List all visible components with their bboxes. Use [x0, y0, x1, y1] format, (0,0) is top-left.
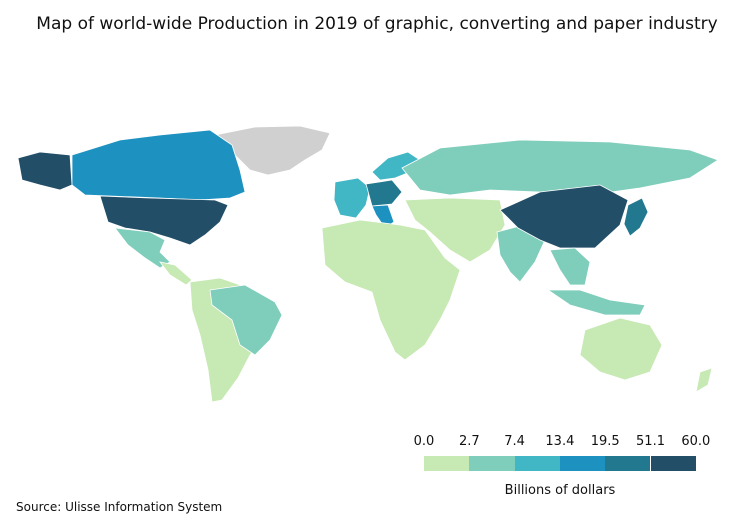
region-usa — [99, 195, 229, 246]
region-brazil — [209, 284, 283, 356]
region-china — [499, 184, 629, 249]
region-new-zealand — [695, 367, 713, 393]
region-canada — [71, 129, 246, 201]
region-alaska — [17, 151, 73, 191]
source-note: Source: Ulisse Information System — [16, 500, 223, 514]
region-indonesia — [546, 289, 646, 316]
region-southeast-asia — [549, 247, 591, 286]
region-greenland — [214, 125, 331, 176]
region-russia — [401, 139, 719, 196]
region-mexico — [114, 227, 171, 269]
region-middle-east — [404, 197, 506, 263]
map-title: Map of world-wide Production in 2019 of … — [36, 14, 718, 34]
region-germany — [365, 179, 403, 207]
region-australia — [579, 317, 663, 381]
region-central-america — [159, 261, 193, 286]
region-africa — [321, 219, 461, 361]
region-europe-west — [333, 177, 371, 219]
region-japan — [623, 197, 649, 237]
